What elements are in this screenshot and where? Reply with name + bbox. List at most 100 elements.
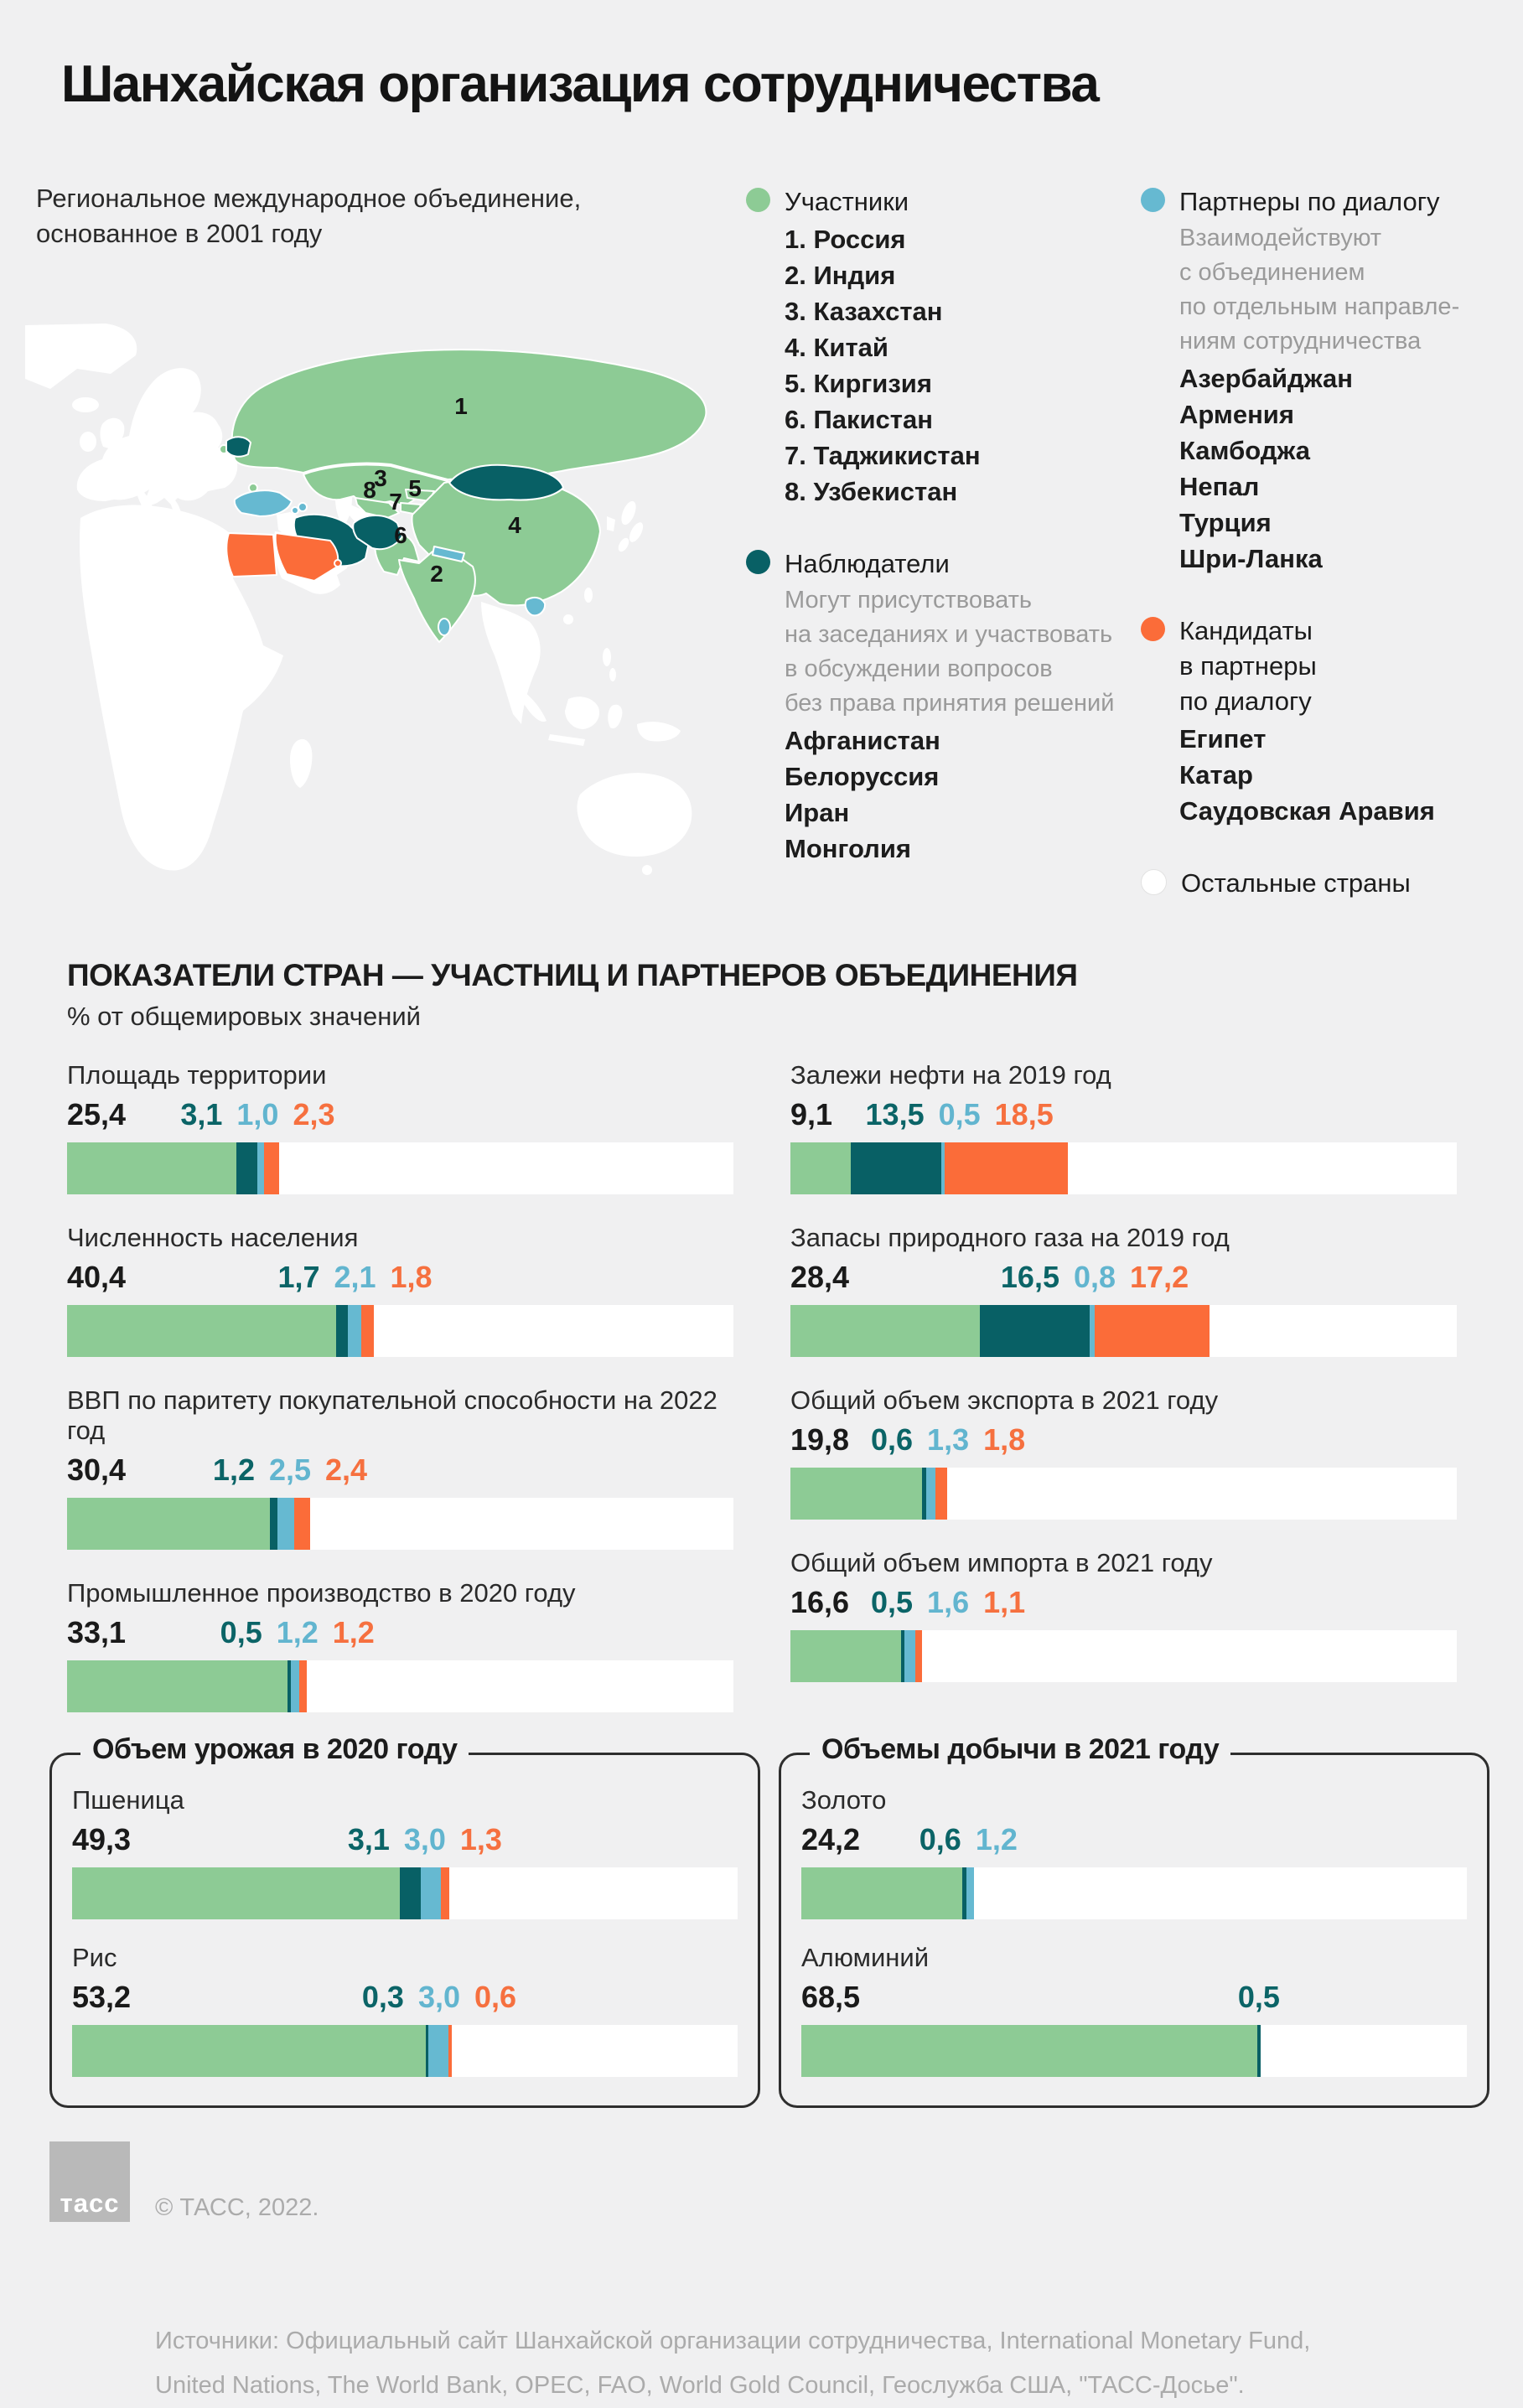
bar-segment-1	[336, 1305, 348, 1357]
indicator-row: Пшеница 49,3 3,1 3,0 1,3	[72, 1785, 738, 1919]
map-hainan	[563, 614, 573, 624]
indicator-charts: Площадь территории 25,4 3,1 1,0 2,3 Численнос…	[67, 1032, 1523, 1712]
bar-segment-2	[291, 1660, 299, 1712]
map-iceland	[72, 397, 99, 412]
bar-segment-3	[263, 1142, 279, 1194]
bar-segment-2	[256, 1142, 264, 1194]
value-members: 33,1	[67, 1615, 127, 1649]
map-afghanistan	[352, 515, 403, 551]
bar-segment-2	[926, 1468, 935, 1520]
map-sulawesi	[608, 704, 623, 729]
value-series-1: 0,3	[361, 1980, 404, 2014]
bar-segment-1	[288, 1660, 292, 1712]
page-title: Шанхайская организация сотрудничества	[61, 55, 1100, 113]
legend-members-title: Участники	[785, 187, 909, 216]
legend-country: Азербайджан	[1179, 364, 1354, 393]
value-members: 16,6	[790, 1585, 850, 1619]
map-mongolia	[448, 463, 564, 501]
map-sri-lanka	[438, 618, 451, 636]
others-dot-icon	[1141, 869, 1167, 895]
indicator-row: Рис 53,2 0,3 3,0 0,6	[72, 1943, 738, 2077]
bar-segment-0	[801, 2025, 1257, 2077]
value-cluster: 16,5 0,8 17,2	[1001, 1260, 1189, 1295]
indicator-label: Запасы природного газа на 2019 год	[790, 1223, 1230, 1252]
map-philippines-2	[609, 668, 616, 681]
indicator-row: Золото 24,2 0,6 1,2	[801, 1785, 1467, 1919]
stacked-bar	[790, 1142, 1457, 1194]
value-series-2: 2,5	[268, 1453, 312, 1487]
footer: тасс © ТАСС, 2022. Источники: Официальны…	[49, 2141, 1523, 2408]
stacked-bar	[72, 1867, 738, 1919]
value-series-1: 0,6	[871, 1422, 914, 1457]
map-saudi-arabia	[274, 532, 339, 582]
map-members	[219, 349, 707, 643]
value-series-3: 1,2	[332, 1615, 375, 1649]
legend-country: Армения	[1179, 400, 1294, 429]
legend-partners-list: Азербайджан Армения Камбоджа Непал Турция Шри…	[1179, 360, 1459, 577]
bar-segment-1	[851, 1142, 941, 1194]
indicator-values: 53,2 0,3 3,0 0,6	[72, 1980, 738, 2017]
value-series-2: 2,1	[334, 1260, 376, 1294]
bar-segment-3	[935, 1468, 947, 1520]
members-dot-icon	[746, 188, 770, 212]
value-members: 68,5	[801, 1980, 861, 2014]
indicator-values: 33,1 0,5 1,2 1,2	[67, 1615, 733, 1652]
value-series-2: 3,0	[403, 1822, 446, 1856]
value-series-2: 1,0	[236, 1097, 279, 1132]
boxed-charts: Объем урожая в 2020 году Пшеница 49,3 3,1 3…	[49, 1733, 1523, 2108]
indicator-row: Запасы природного газа на 2019 год 28,4 16…	[790, 1223, 1457, 1357]
indicator-values: 25,4 3,1 1,0 2,3	[67, 1097, 733, 1134]
legend-country: Саудовская Аравия	[1179, 796, 1435, 826]
value-series-2: 0,8	[1073, 1260, 1116, 1294]
map-number-7: 7	[389, 489, 402, 515]
indicator-row: Общий объем импорта в 2021 году 16,6 0,5 1,…	[790, 1548, 1457, 1682]
bar-segment-0	[67, 1142, 236, 1194]
bar-segment-0	[72, 1867, 401, 1919]
value-cluster: 1,2 2,5 2,4	[213, 1453, 367, 1488]
indicator-values: 30,4 1,2 2,5 2,4	[67, 1453, 733, 1489]
legend-country: 2. Индия	[785, 261, 896, 290]
stacked-bar	[67, 1305, 733, 1357]
value-cluster: 0,6 1,2	[919, 1822, 1018, 1857]
value-series-2: 1,2	[276, 1615, 319, 1649]
stacked-bar	[801, 1867, 1467, 1919]
bar-segment-2	[904, 1630, 915, 1682]
value-cluster: 0,5 1,6 1,1	[871, 1585, 1025, 1620]
legend-members-list: 1. Россия 2. Индия 3. Казахстан 4. Китай 5. …	[785, 221, 981, 510]
map-turkey	[233, 489, 293, 517]
value-series-2: 1,6	[927, 1585, 970, 1619]
map-candidates	[225, 532, 342, 582]
legend-candidates-list: Египет Катар Саудовская Аравия	[1179, 721, 1435, 829]
map-observers	[225, 436, 564, 567]
map-india	[398, 551, 476, 643]
map-japan-honshu	[621, 500, 636, 526]
indicator-label: Численность населения	[67, 1223, 359, 1252]
bar-segment-3	[448, 2025, 453, 2077]
indicator-label: Пшеница	[72, 1785, 184, 1815]
value-series-3: 2,3	[293, 1097, 335, 1132]
value-members: 28,4	[790, 1260, 850, 1294]
map-europe	[76, 368, 238, 505]
map-japan-kyushu	[618, 537, 629, 552]
value-cluster: 3,1 3,0 1,3	[348, 1822, 502, 1857]
partners-dot-icon	[1141, 188, 1165, 212]
legend-partners-description: Взаимодействуют с объединением по отдель…	[1179, 225, 1460, 355]
indicator-values: 9,1 13,5 0,5 18,5	[790, 1097, 1457, 1134]
value-cluster: 3,1 1,0 2,3	[180, 1097, 334, 1132]
value-members: 30,4	[67, 1453, 127, 1487]
legend-others: Остальные страны	[1141, 866, 1523, 901]
indicator-label: Золото	[801, 1785, 887, 1815]
bar-segment-2	[277, 1498, 295, 1550]
legend-country: 8. Узбекистан	[785, 477, 958, 506]
indicator-values: 16,6 0,5 1,6 1,1	[790, 1585, 1457, 1622]
value-series-3: 18,5	[994, 1097, 1054, 1132]
map-russia	[231, 349, 707, 480]
map-partners	[233, 489, 547, 636]
stacked-bar	[67, 1660, 733, 1712]
map-madagascar	[290, 738, 313, 788]
indicators-heading: ПОКАЗАТЕЛИ СТРАН — УЧАСТНИЦ И ПАРТНЕРОВ …	[67, 958, 1078, 992]
legend-country: Египет	[1179, 724, 1267, 753]
legend-country: 6. Пакистан	[785, 405, 933, 434]
value-members: 40,4	[67, 1260, 127, 1294]
